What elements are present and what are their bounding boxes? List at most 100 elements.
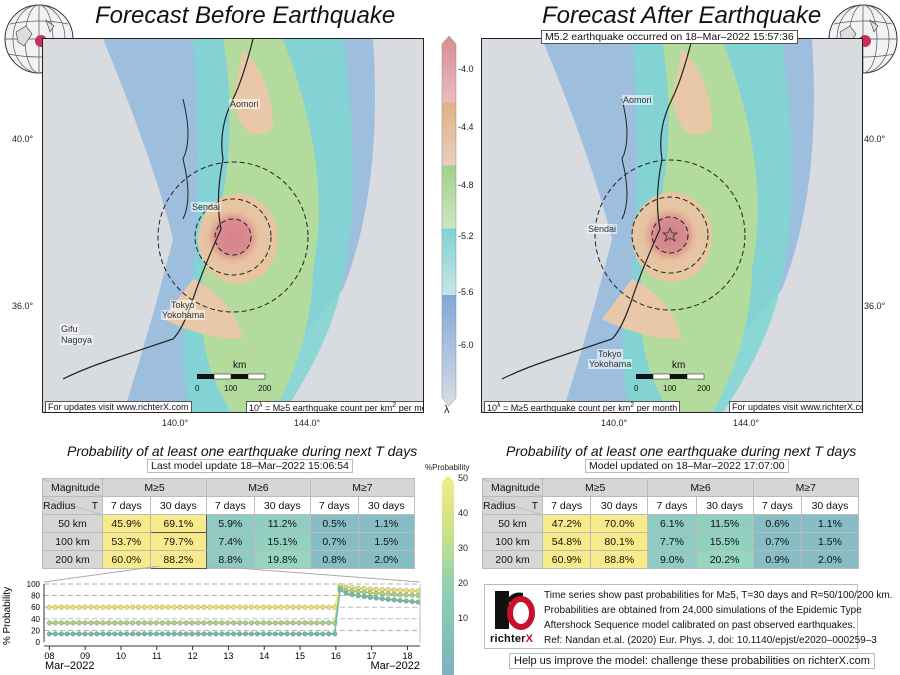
data-point [159,631,165,637]
period-header: 30 days [149,496,207,515]
colorbar-tick: -4.4 [458,122,474,132]
data-point [141,620,147,626]
period-header: 7 days [752,496,802,515]
lat-label: 40.0° [12,134,34,144]
data-point [46,604,52,610]
data-point [118,604,124,610]
data-point [254,631,260,637]
data-point [326,604,332,610]
data-point [94,631,100,637]
data-point [82,620,88,626]
data-point [409,588,415,594]
prob-cell: 2.0% [357,550,416,569]
prob-cell: 7.4% [205,532,255,551]
data-point [76,620,82,626]
data-point [106,631,112,637]
data-point [290,631,296,637]
data-point [171,620,177,626]
lambda-note-text: 10λ = M≥5 earthquake count per km2 per m… [487,402,678,413]
data-point [296,604,302,610]
data-point [231,620,237,626]
right-map[interactable]: Aomori Sendai Tokyo Yokohama km 0 100 20… [481,38,863,413]
data-point [409,592,415,598]
data-point [314,631,320,637]
prob-cell: 15.1% [253,532,311,551]
magnitude-header: M≥5 [102,478,207,497]
updates-link[interactable]: For updates visit www.richterX.com [45,401,192,412]
prob-cell: 15.5% [695,532,754,551]
prob-colorbar-tick: 20 [458,578,469,588]
city-label: Tokyo [597,349,623,359]
data-point [278,620,284,626]
probability-colorbar [442,475,454,675]
data-point [177,631,183,637]
data-point [88,620,94,626]
data-point [183,631,189,637]
lat-label: 36.0° [12,301,34,311]
data-point [195,604,201,610]
data-point [272,604,278,610]
data-point [248,620,254,626]
radius-cell: 50 km [42,514,103,533]
city-label: Gifu [60,324,79,334]
data-point [248,604,254,610]
data-point [207,620,213,626]
magnitude-header: M≥5 [541,478,649,497]
table-row: 100 km 53.7% 79.7% 7.4% 15.1% 0.7% 1.5% [42,532,416,551]
data-point [135,604,141,610]
data-point [284,604,290,610]
data-point [266,620,272,626]
radius-label: Radius [43,499,76,512]
data-point [320,604,326,610]
city-label: Yokohama [161,310,206,320]
data-point [201,604,207,610]
prob-cell: 11.5% [695,514,754,533]
city-label: Sendai [587,224,618,234]
data-point [82,631,88,637]
colorbar-tick: -5.6 [458,287,474,297]
left-map[interactable]: Aomori Sendai Tokyo Yokohama Gifu Nagoya… [42,38,424,413]
updates-link[interactable]: For updates visit www.richterX.com [729,401,862,412]
right-update-time: Model updated on 18–Mar–2022 17:07:00 [585,459,789,473]
prob-cell: 47.2% [541,514,592,533]
help-link[interactable]: Help us improve the model: challenge the… [509,653,875,669]
data-point [308,620,314,626]
data-point [183,620,189,626]
chart-x-start-label: Mar–2022 [45,660,95,672]
data-point [391,587,397,593]
data-point [135,620,141,626]
prob-cell: 88.2% [149,550,207,569]
data-point [130,604,136,610]
prob-cell: 0.7% [752,532,802,551]
data-point [82,604,88,610]
data-point [201,631,207,637]
data-point [403,598,409,604]
city-label: Aomori [622,95,653,105]
zoom-connector [43,566,421,583]
city-label: Yokohama [588,359,633,369]
scale-unit: km [672,360,686,371]
y-tick-label: 100 [27,580,41,589]
data-point [260,620,266,626]
data-point [100,620,106,626]
prob-colorbar-tick: 10 [458,613,469,623]
lat-label: 40.0° [864,134,886,144]
prob-cell: 7.7% [647,532,697,551]
lambda-note: 10λ = M≥5 earthquake count per km2 per m… [484,401,681,413]
data-point [225,604,231,610]
prob-cell: 88.8% [590,550,649,569]
data-point [58,631,64,637]
data-point [183,604,189,610]
data-point [409,599,415,605]
data-point [314,620,320,626]
data-point [100,631,106,637]
x-tick-label: 13 [223,651,233,661]
data-point [124,631,130,637]
right-title: Forecast After Earthquake [542,2,822,29]
data-point [355,593,361,599]
data-point [70,631,76,637]
data-point [147,620,153,626]
info-line: Ref: Nandan et.al. (2020) Eur. Phys. J, … [544,635,877,646]
data-point [171,604,177,610]
prob-cell: 1.5% [800,532,860,551]
